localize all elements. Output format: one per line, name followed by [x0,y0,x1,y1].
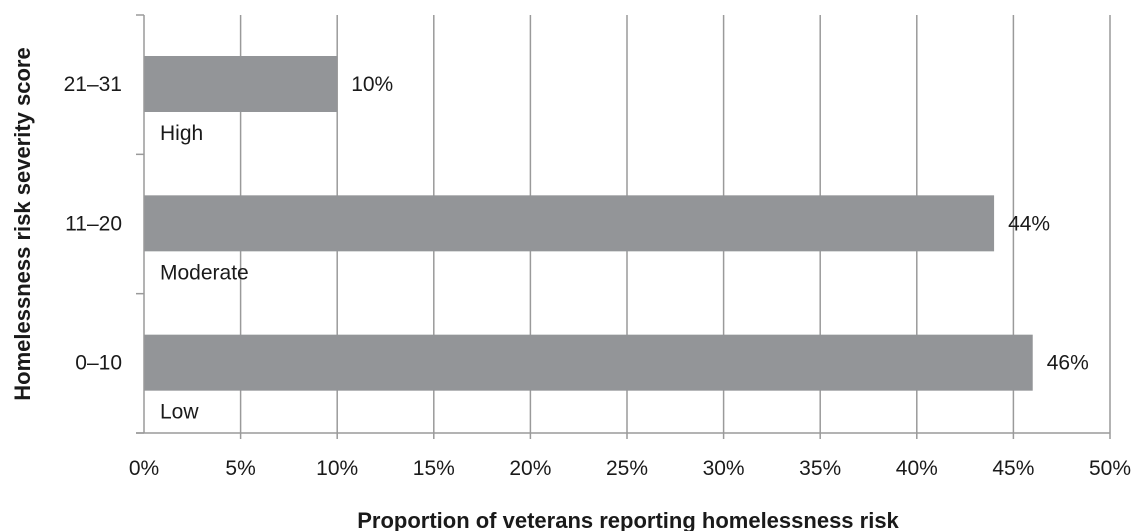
bar [144,195,995,252]
x-tick-label: 15% [413,457,455,480]
bar [144,56,338,112]
x-tick-label: 10% [316,457,358,480]
y-axis-title: Homelessness risk severity score [10,47,35,400]
x-tick-label: 35% [799,457,841,480]
x-axis-title: Proportion of veterans reporting homeles… [357,508,899,531]
y-tick-label: 21–31 [64,73,122,96]
severity-level-label: High [160,122,203,145]
x-tick-label: 50% [1089,457,1131,480]
y-tick-label: 0–10 [75,352,122,375]
x-tick-label: 45% [992,457,1034,480]
x-tick-label: 20% [509,457,551,480]
axes [136,14,1110,434]
x-tick-label: 40% [896,457,938,480]
bars [144,56,1033,391]
severity-level-label: Low [160,401,199,424]
x-tick-label: 25% [606,457,648,480]
severity-level-label: Moderate [160,261,249,284]
data-label: 46% [1047,352,1089,375]
data-label: 10% [351,73,393,96]
data-label: 44% [1008,212,1050,235]
labels: 0% 5% 10% 15% 20% 25% 30% 35% 40% 45% 50% 0–10 46% Lo… [64,73,1131,480]
y-tick-label: 11–20 [65,212,122,235]
bar [144,334,1033,391]
x-tick-label: 0% [129,457,159,480]
x-tick-label: 5% [225,457,255,480]
x-tick-label: 30% [703,457,745,480]
